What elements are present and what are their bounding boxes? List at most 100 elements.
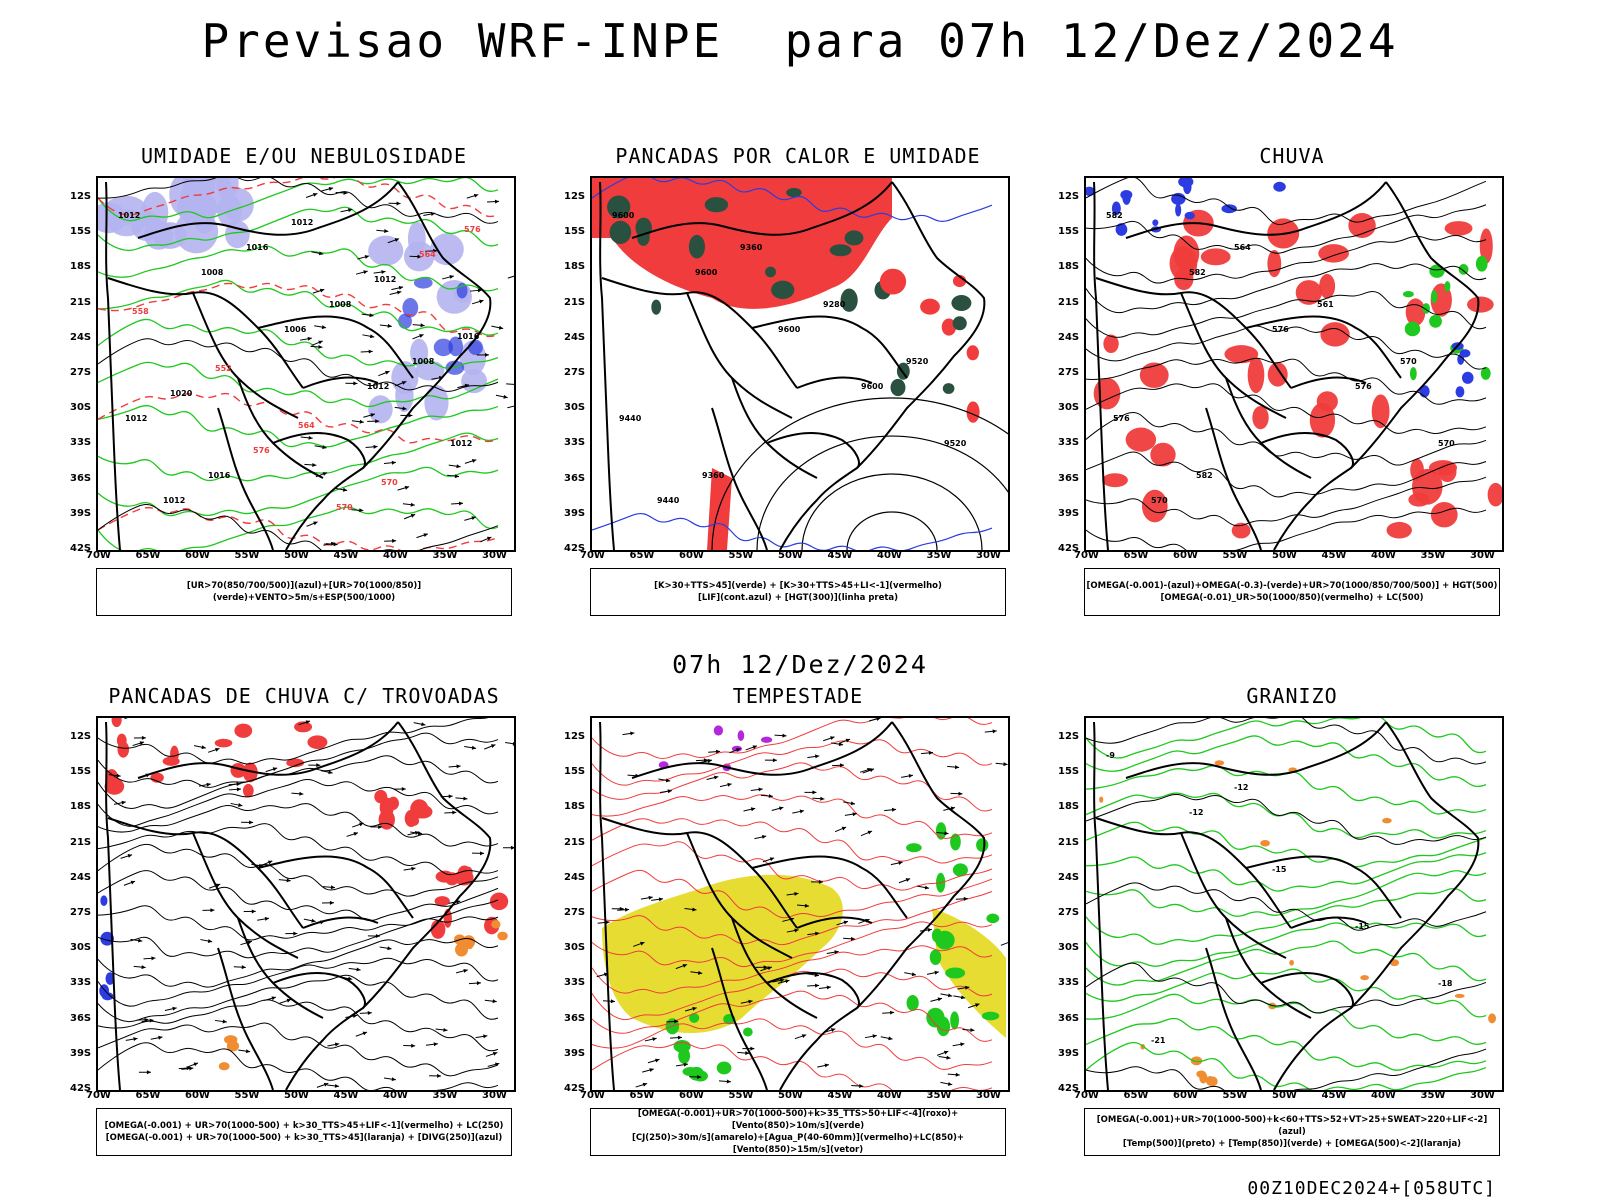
field-area — [1429, 314, 1442, 328]
wind-vector — [1000, 942, 1008, 946]
latitude-tick: 18S — [564, 801, 586, 813]
wind-arrowhead — [970, 1028, 975, 1033]
field-area — [489, 892, 509, 911]
map-panel-1: UMIDADE E/OU NEBULOSIDADE 1012 1008 1006 101… — [56, 144, 516, 622]
contour-label: 564 — [1234, 243, 1251, 252]
wind-arrowhead — [946, 1055, 951, 1060]
wind-arrowhead — [362, 1031, 368, 1036]
latitude-tick: 15S — [1058, 226, 1080, 238]
field-area — [1458, 264, 1469, 275]
field-area — [1273, 181, 1286, 192]
field-area — [1152, 219, 1159, 227]
latitude-tick: 15S — [70, 766, 92, 778]
contour-line — [98, 206, 499, 251]
wind-arrowhead — [330, 541, 336, 546]
field-area — [1411, 468, 1443, 505]
wind-arrowhead — [368, 349, 373, 354]
wind-arrowhead — [264, 916, 270, 921]
wind-arrowhead — [392, 538, 397, 543]
field-area — [951, 295, 972, 311]
wind-arrowhead — [401, 786, 406, 791]
contour-line — [711, 397, 1008, 550]
wind-arrowhead — [782, 733, 787, 738]
wind-vector — [507, 405, 514, 409]
contour-line — [98, 361, 499, 407]
field-area — [935, 822, 947, 840]
coastline — [285, 721, 492, 1090]
latitude-tick: 15S — [564, 766, 586, 778]
longitude-tick: 55W — [728, 550, 754, 561]
wind-arrowhead — [677, 1035, 682, 1040]
state-border — [766, 432, 860, 469]
longitude-tick: 50W — [778, 1090, 803, 1101]
latitude-tick: 33S — [1058, 437, 1080, 449]
field-area — [929, 949, 942, 966]
wind-arrowhead — [471, 459, 477, 463]
wind-arrowhead — [141, 965, 146, 970]
latitude-tick: 12S — [70, 731, 92, 742]
latitude-tick: 36S — [564, 472, 586, 484]
contour-label: 564 — [419, 250, 436, 259]
contour-line — [98, 755, 499, 809]
field-area — [413, 804, 433, 819]
field-area — [1467, 296, 1494, 313]
longitude-tick: 50W — [284, 550, 309, 561]
field-area — [678, 1047, 691, 1064]
contour-line — [1086, 852, 1487, 892]
field-area — [1457, 354, 1465, 365]
contour-line — [1086, 821, 1487, 868]
wind-arrowhead — [927, 927, 932, 932]
map-area: 582 582 576 576 570 570 564 561 570 576 582 — [1084, 176, 1504, 552]
longitude-tick: 30W — [976, 1090, 1001, 1101]
field-area — [1184, 211, 1195, 220]
field-area — [920, 298, 940, 315]
state-border — [731, 377, 818, 479]
field-area — [1247, 357, 1265, 394]
latitude-tick: 30S — [564, 402, 586, 414]
contour-line — [1086, 922, 1487, 967]
forecast-time-label: 07h 12/Dez/2024 — [672, 650, 928, 679]
field-area — [100, 931, 114, 946]
legend-line: [OMEGA(-0.001) + UR>70(1000-500) + k>30_… — [104, 1121, 504, 1131]
state-border — [631, 181, 893, 239]
field-area — [434, 896, 450, 907]
wind-arrowhead — [369, 334, 375, 339]
longitude-tick: 50W — [1272, 1090, 1297, 1101]
contour-label: 9520 — [906, 357, 929, 366]
field-area — [98, 202, 127, 234]
state-border — [631, 721, 893, 779]
panel-legend: [OMEGA(-0.001)+UR>70(1000-500)+k>35_TTS>… — [590, 1108, 1006, 1156]
wind-arrowhead — [463, 796, 468, 801]
field-area — [1444, 221, 1473, 236]
field-area — [218, 1062, 230, 1071]
main-title: Previsao WRF-INPE para 07h 12/Dez/2024 — [201, 14, 1399, 68]
contour-line — [98, 506, 499, 550]
wind-arrowhead — [251, 909, 256, 914]
wind-arrowhead — [387, 323, 392, 328]
wind-arrowhead — [334, 1042, 340, 1047]
wind-arrowhead — [448, 794, 453, 799]
wind-arrowhead — [398, 285, 404, 290]
contour-label: 1012 — [163, 496, 185, 505]
contour-label: 1012 — [291, 218, 313, 227]
contour-line — [592, 891, 993, 946]
contour-line — [98, 318, 499, 369]
field-area — [682, 1067, 698, 1077]
wind-vector — [124, 718, 128, 720]
latitude-tick: 15S — [1058, 766, 1080, 778]
contour-label: 558 — [132, 307, 149, 316]
wind-arrowhead — [222, 1019, 227, 1024]
latitude-tick: 33S — [564, 977, 586, 989]
wind-arrowhead — [463, 968, 468, 973]
wind-vector — [507, 275, 514, 279]
map-canvas: 582 582 576 576 570 570 564 561 570 576 582 — [1086, 178, 1502, 550]
wind-arrowhead — [342, 487, 348, 492]
coastline — [105, 721, 121, 1090]
wind-arrowhead — [480, 851, 485, 856]
wind-arrowhead — [843, 920, 848, 925]
field-area — [395, 378, 414, 413]
latitude-tick: 30S — [70, 402, 92, 414]
wind-arrowhead — [299, 791, 304, 796]
wind-arrowhead — [820, 796, 825, 801]
wind-arrowhead — [605, 920, 610, 925]
